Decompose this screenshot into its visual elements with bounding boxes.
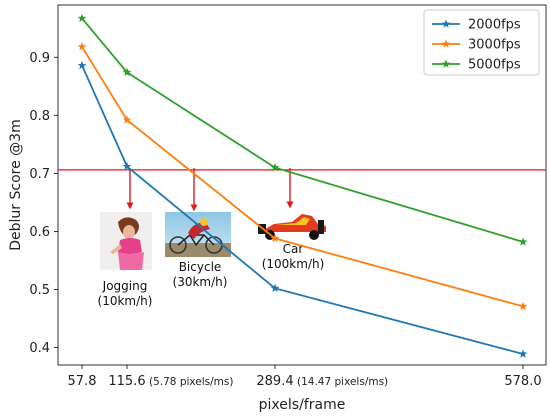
series-line-5000fps — [81, 17, 524, 243]
x-tick-label: 289.4 — [256, 374, 293, 389]
y-tick-label: 0.6 — [29, 225, 50, 240]
legend-box — [423, 9, 540, 76]
data-point-3000fps — [77, 42, 87, 51]
data-point-2000fps — [270, 283, 280, 293]
annotation-jogging-line1: Jogging — [102, 279, 148, 293]
series-line-2000fps — [81, 65, 524, 355]
race-car-photo — [258, 210, 328, 242]
data-point-3000fps — [518, 301, 528, 311]
data-point-3000fps — [122, 115, 132, 124]
legend-label: 5000fps — [468, 58, 521, 73]
legend-marker-3000fps — [441, 39, 451, 48]
data-point-5000fps — [77, 13, 87, 23]
legend-marker-2000fps — [441, 19, 451, 28]
data-point-5000fps — [122, 67, 132, 77]
legend: 2000fps 3000fps 5000fps — [423, 9, 540, 76]
annotation-bicycle-line1: Bicycle — [179, 260, 222, 274]
y-tick-label: 0.5 — [29, 283, 50, 298]
data-point-2000fps — [518, 349, 528, 358]
x-tick-label: 57.8 — [68, 374, 97, 389]
data-point-2000fps — [122, 161, 132, 171]
data-point-3000fps — [270, 233, 280, 243]
x-tick-note: (5.78 pixels/ms) — [149, 376, 233, 388]
legend-label: 2000fps — [468, 18, 521, 33]
x-axis-title: pixels/frame — [259, 397, 346, 413]
legend-label: 3000fps — [468, 38, 521, 53]
series-line-3000fps — [81, 46, 524, 308]
series-layer — [77, 13, 528, 358]
x-axis-ticks: 57.8 115.6 (5.78 pixels/ms) 289.4 (14.47 pix… — [68, 365, 542, 389]
x-tick-note: (14.47 pixels/ms) — [297, 376, 388, 388]
annotation-arrows — [126, 168, 294, 212]
annotation-bicycle-line2: (30km/h) — [173, 275, 228, 289]
y-tick-label: 0.4 — [29, 341, 50, 356]
data-point-2000fps — [77, 60, 87, 70]
y-tick-label: 0.9 — [29, 51, 50, 66]
y-tick-label: 0.8 — [29, 109, 50, 124]
annotation-jogging-line2: (10km/h) — [98, 294, 153, 308]
x-tick-label: 115.6 — [108, 374, 145, 389]
y-axis-title: Deblur Score @3m — [8, 119, 24, 250]
x-tick-label: 578.0 — [504, 374, 541, 389]
data-point-5000fps — [518, 237, 528, 246]
legend-marker-5000fps — [441, 59, 451, 68]
annotation-car-line2: (100km/h) — [262, 257, 325, 271]
jogging-woman-photo — [100, 212, 152, 270]
data-point-5000fps — [270, 162, 280, 172]
y-tick-label: 0.7 — [29, 167, 50, 182]
cyclist-photo — [165, 212, 231, 257]
y-axis-ticks: 0.4 0.5 0.6 0.7 0.8 0.9 — [29, 51, 58, 356]
